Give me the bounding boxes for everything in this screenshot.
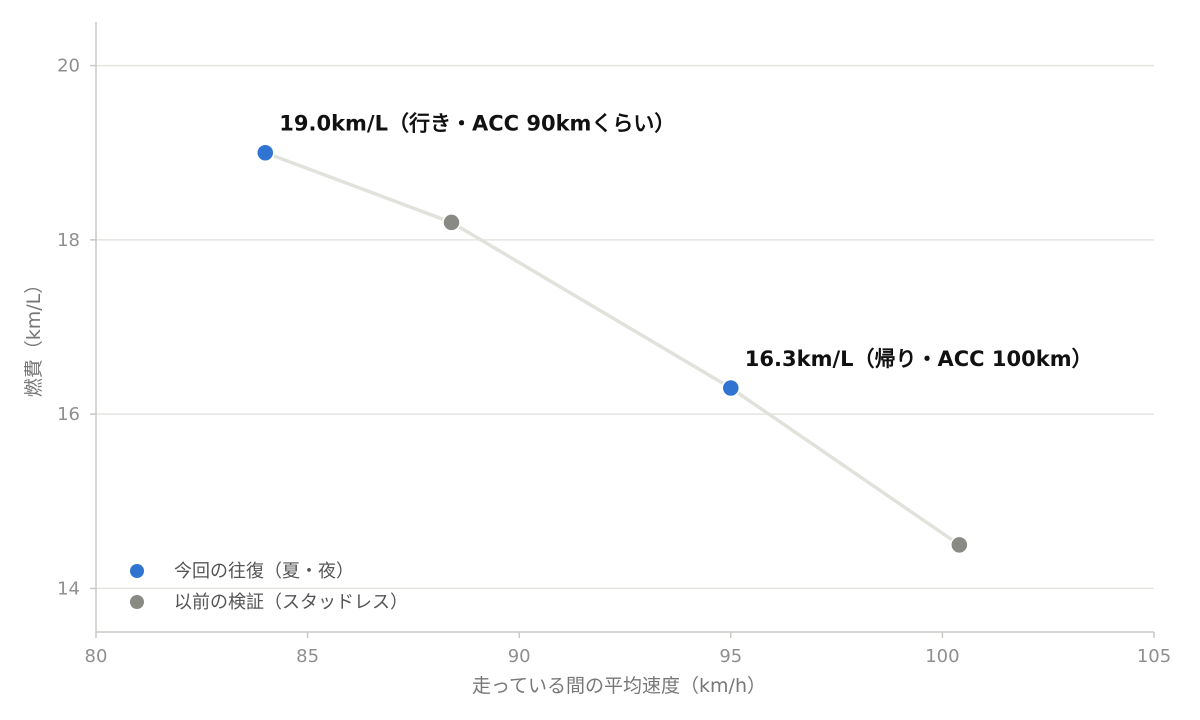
axes	[95, 22, 1154, 633]
x-tick-label-100: 100	[925, 646, 959, 667]
data-point-series1-1	[950, 535, 969, 555]
data-point-series0-1	[721, 378, 741, 398]
y-tick-label-20: 20	[57, 56, 80, 77]
annotations: 19.0km/L（行き・ACC 90kmくらい） 16.3km/L（帰り・ACC …	[279, 112, 1092, 371]
x-tick-labels: 80 85 90 95 100 105	[85, 632, 1171, 667]
y-tick-label-18: 18	[57, 230, 80, 251]
x-tick-label-105: 105	[1137, 646, 1171, 667]
annotation-label-0: 19.0km/L（行き・ACC 90kmくらい）	[279, 112, 675, 136]
connecting-line	[264, 151, 961, 547]
data-points	[256, 143, 969, 555]
legend-label-current-trip: 今回の往復（夏・夜）	[174, 561, 354, 582]
annotation-label-1: 16.3km/L（帰り・ACC 100km）	[745, 347, 1093, 371]
x-tick-label-95: 95	[719, 646, 742, 667]
y-tick-label-14: 14	[57, 578, 80, 599]
data-point-series1-0	[442, 213, 461, 232]
y-axis-title: 燃費（km/L）	[23, 275, 45, 398]
legend: 今回の往復（夏・夜） 以前の検証（スタッドレス）	[130, 561, 408, 613]
x-axis-title: 走っている間の平均速度（km/h）	[472, 675, 766, 697]
x-tick-label-90: 90	[508, 646, 531, 667]
legend-label-previous-test: 以前の検証（スタッドレス）	[174, 592, 408, 613]
data-point-series0-0	[256, 143, 275, 162]
legend-marker-current-trip	[130, 564, 144, 578]
x-tick-label-85: 85	[296, 646, 319, 667]
grid-lines	[96, 64, 1154, 590]
y-tick-label-16: 16	[57, 404, 80, 425]
x-tick-label-80: 80	[85, 646, 108, 667]
y-tick-labels: 14 16 18 20	[57, 56, 96, 599]
legend-marker-previous-test	[130, 595, 144, 609]
series-line-group	[264, 151, 961, 547]
